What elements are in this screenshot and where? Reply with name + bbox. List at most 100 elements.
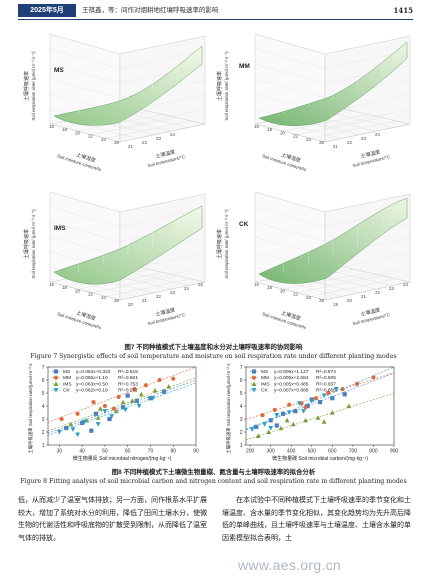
y-axis-label-group: 土壤呼吸速率 Soil respiration rate/(µmol·m⁻²·s… <box>225 363 232 454</box>
data-point-mm <box>91 400 96 405</box>
data-point-mm <box>313 396 318 401</box>
body-text-right: 在本试验中不同种植模式下土壤呼吸速率的季节变化和土壤温度、含水量的季节变化相似，… <box>222 494 412 544</box>
data-point-ms <box>268 418 273 423</box>
y-tick-label: 3 <box>240 417 243 423</box>
x-tick-label: 24 <box>306 295 311 300</box>
data-point-ims <box>266 429 272 435</box>
wall-grid-line <box>49 78 121 99</box>
floor-grid-line <box>282 114 369 132</box>
y-tick-label: 1 <box>240 443 243 449</box>
data-point-ims <box>303 417 309 423</box>
data-point-ck <box>286 410 292 415</box>
back-wall-left <box>49 33 121 143</box>
y-tick-label: 22 <box>375 290 380 295</box>
y-tick-label: 24 <box>170 132 175 137</box>
fit-line-mm <box>47 366 197 423</box>
data-point-ms <box>274 423 279 428</box>
data-point-ms <box>305 403 310 409</box>
data-point-mm <box>287 402 292 407</box>
y-axis-label: 土壤呼吸速率 Soil respiration rate/(µmol·m⁻²·s… <box>27 363 34 454</box>
legend-r2: R²=0.665 <box>316 388 336 394</box>
z-axis-label-en: Soil respiration rate/ (µmol·m⁻²·s⁻¹) <box>224 51 229 121</box>
y-axis-label: 土壤呼吸速率 Soil respiration rate/(µmol·m⁻²·s… <box>225 363 232 454</box>
data-point-ck <box>249 427 255 432</box>
y-tick-label: 23 <box>389 286 394 291</box>
figure-8: 30 40 50 60 70 80 90 1 2 3 4 5 6 7 微生物量氮 Soil microbia… <box>27 363 399 462</box>
x-tick-label: 900 <box>390 449 399 455</box>
y-tick-label: 21 <box>142 298 147 303</box>
floor-grid-line <box>296 275 383 293</box>
wall-grid-line <box>254 78 326 99</box>
legend-name: CK <box>261 388 268 394</box>
watermark: www.aes.org.cn <box>238 557 342 573</box>
data-point-mm <box>354 381 360 386</box>
body-paragraph-left: 低，从而减少了温室气体排放；另一方面，间作根系水平扩展较大，增加了系统对水分的利… <box>18 496 207 542</box>
x-axis-label: 微生物量碳 Soil microbial carbon/(mg·kg⁻¹) <box>272 455 368 462</box>
floor-grid-line <box>105 120 192 139</box>
header-rule <box>18 19 413 20</box>
x-tick-label: 18 <box>62 285 67 290</box>
data-point-ck <box>75 432 80 438</box>
x-tick-label: 16 <box>49 124 54 129</box>
z-axis-label-cn: 土壤呼吸速率 <box>216 229 223 259</box>
wall-grid-line <box>324 267 411 286</box>
x-tick-label: 90 <box>193 449 199 455</box>
wall-grid-line <box>254 206 326 227</box>
issue-badge: 2025年5月 <box>18 4 76 17</box>
data-point-ims <box>152 387 158 393</box>
data-point-ck <box>309 398 315 404</box>
body-paragraph-right: 在本试验中不同种植模式下土壤呼吸速率的季节变化和土壤温度、含水量的季节变化相似，… <box>222 496 411 542</box>
scatter-chart-1: 30 40 50 60 70 80 90 1 2 3 4 5 6 7 微生物量氮 Soil microbia… <box>27 363 199 462</box>
data-point-ims <box>315 415 321 420</box>
data-point-ims <box>290 421 296 427</box>
x-tick-label: 26 <box>319 298 324 303</box>
legend-r2: R²=0.505 <box>316 375 336 381</box>
data-point-ck <box>102 409 108 414</box>
back-wall-left <box>254 191 326 301</box>
data-point-mm <box>157 377 162 383</box>
wall-grid-line <box>49 236 121 257</box>
data-point-ms <box>162 389 167 394</box>
legend-marker <box>251 381 257 386</box>
data-point-mm <box>340 387 345 392</box>
y-tick-label: 6 <box>240 378 243 384</box>
wall-grid-line <box>324 109 411 128</box>
legend-r2: R²=0.657 <box>316 381 336 387</box>
surface-panel-ms: MS 土壤呼吸速率 Soil respiration rate/ (µmol·m⁻²… <box>23 33 206 172</box>
surface-panel-ims: IMS 土壤呼吸速率 Soil respiration rate/ (µmol·m⁻… <box>23 191 206 330</box>
z-axis-label-en: Soil respiration rate/ (µmol·m⁻²·s⁻¹) <box>224 209 229 279</box>
y-tick-label: 6 <box>42 378 45 384</box>
x-tick-label: 600 <box>328 449 337 455</box>
data-point-ims <box>97 406 103 411</box>
y-tick-label: 2 <box>42 430 45 436</box>
x-tick-label: 20 <box>280 288 285 293</box>
data-point-mm <box>75 411 80 416</box>
data-point-ck <box>109 414 115 419</box>
wall-grid-line <box>254 48 326 69</box>
legend-equation: y=0.006x+1.127 <box>274 369 309 375</box>
x-tick-label: 60 <box>125 449 131 455</box>
x-tick-label: 26 <box>319 140 324 145</box>
data-point-ck <box>268 426 274 431</box>
data-point-mm <box>260 413 265 418</box>
legend-marker <box>53 375 59 380</box>
figure-7-caption-en: Figure 7 Synergistic effects of soil tem… <box>30 353 397 360</box>
z-axis-label-en: Soil respiration rate/ (µmol·m⁻²·s⁻¹) <box>31 51 36 121</box>
data-point-ms <box>80 420 85 425</box>
y-tick-label: 3 <box>42 417 45 423</box>
x-tick-label: 16 <box>254 124 259 129</box>
z-axis-label: 土壤呼吸速率 Soil respiration rate/ (µmol·m⁻²·s… <box>216 51 229 121</box>
floor-grid-line <box>310 120 397 139</box>
x-tick-label: 800 <box>369 449 378 455</box>
data-point-ims <box>113 408 119 414</box>
data-point-mm <box>303 405 308 410</box>
y-tick-label: 24 <box>375 132 380 137</box>
legend-marker <box>251 375 257 380</box>
fit-line-mm <box>245 372 395 420</box>
data-point-ms <box>330 396 335 401</box>
panel-label: IMS <box>54 225 66 232</box>
